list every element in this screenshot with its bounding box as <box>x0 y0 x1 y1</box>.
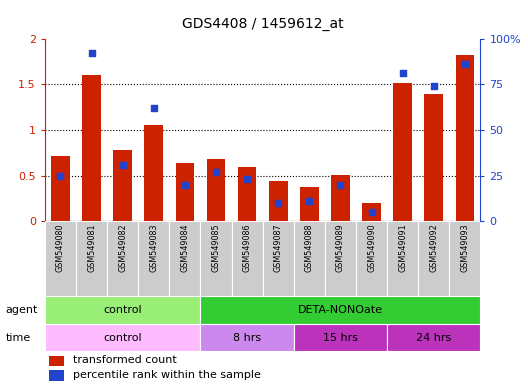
Bar <box>325 221 356 296</box>
Bar <box>201 324 294 351</box>
Point <box>149 105 158 111</box>
Bar <box>201 296 480 324</box>
Text: 24 hrs: 24 hrs <box>416 333 451 343</box>
Bar <box>393 83 412 221</box>
Bar <box>201 221 232 296</box>
Text: transformed count: transformed count <box>73 356 177 366</box>
Text: GSM549086: GSM549086 <box>243 223 252 272</box>
Text: control: control <box>103 333 142 343</box>
Bar <box>114 150 132 221</box>
Bar <box>175 163 194 221</box>
Point <box>56 172 64 179</box>
Bar <box>387 324 480 351</box>
Point <box>181 182 189 188</box>
Point <box>243 176 251 182</box>
Text: GSM549092: GSM549092 <box>429 223 438 272</box>
Text: DETA-NONOate: DETA-NONOate <box>298 305 383 315</box>
Point <box>367 209 376 215</box>
Bar <box>356 221 387 296</box>
Bar <box>45 324 201 351</box>
Bar <box>49 356 64 366</box>
Text: GSM549085: GSM549085 <box>212 223 221 272</box>
Text: GSM549088: GSM549088 <box>305 223 314 272</box>
Bar <box>300 187 319 221</box>
Bar <box>238 167 257 221</box>
Point <box>118 162 127 168</box>
Bar <box>263 221 294 296</box>
Bar <box>138 221 169 296</box>
Text: GSM549082: GSM549082 <box>118 223 127 272</box>
Point <box>430 83 438 89</box>
Point <box>212 169 220 175</box>
Bar <box>82 75 101 221</box>
Bar <box>45 296 201 324</box>
Text: GSM549093: GSM549093 <box>460 223 469 272</box>
Bar <box>145 126 163 221</box>
Bar <box>456 55 474 221</box>
Bar <box>362 203 381 221</box>
Bar <box>269 181 288 221</box>
Text: GSM549080: GSM549080 <box>56 223 65 272</box>
Text: 8 hrs: 8 hrs <box>233 333 261 343</box>
Bar <box>425 94 443 221</box>
Point <box>461 61 469 68</box>
Text: GSM549087: GSM549087 <box>274 223 282 272</box>
Text: GSM549089: GSM549089 <box>336 223 345 272</box>
Bar <box>169 221 201 296</box>
Point <box>87 50 96 56</box>
Bar <box>449 221 480 296</box>
Bar <box>107 221 138 296</box>
Bar <box>387 221 418 296</box>
Bar <box>331 175 350 221</box>
Bar <box>45 221 76 296</box>
Text: time: time <box>5 333 31 343</box>
Text: GSM549090: GSM549090 <box>367 223 376 272</box>
Text: GSM549081: GSM549081 <box>87 223 96 272</box>
Text: GSM549084: GSM549084 <box>181 223 190 272</box>
Text: GSM549083: GSM549083 <box>149 223 158 272</box>
Point <box>274 200 282 206</box>
Point <box>336 182 345 188</box>
Bar <box>206 159 225 221</box>
Text: GSM549091: GSM549091 <box>398 223 407 272</box>
Bar <box>51 156 70 221</box>
Point <box>399 70 407 76</box>
Text: agent: agent <box>5 305 37 315</box>
Bar <box>418 221 449 296</box>
Text: GDS4408 / 1459612_at: GDS4408 / 1459612_at <box>182 17 344 31</box>
Text: control: control <box>103 305 142 315</box>
Text: 15 hrs: 15 hrs <box>323 333 358 343</box>
Bar <box>76 221 107 296</box>
Bar <box>232 221 263 296</box>
Point <box>305 198 314 204</box>
Text: percentile rank within the sample: percentile rank within the sample <box>73 370 261 380</box>
Bar <box>294 221 325 296</box>
Bar <box>49 370 64 381</box>
Bar <box>294 324 387 351</box>
